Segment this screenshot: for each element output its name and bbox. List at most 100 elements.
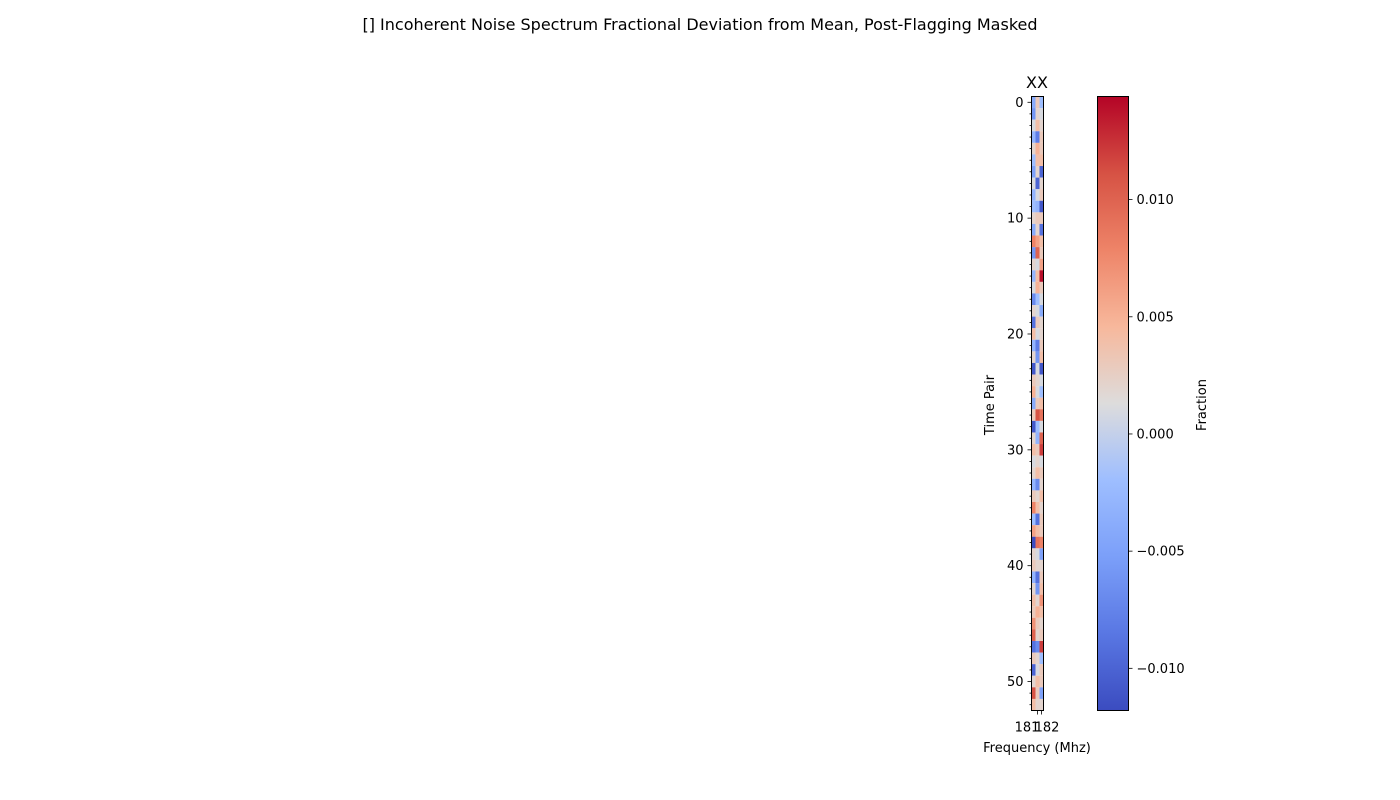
heatmap-cell: [1039, 698, 1044, 711]
heatmap-cell: [1039, 513, 1044, 526]
heatmap-cell: [1031, 501, 1036, 514]
heatmap-cell: [1031, 328, 1036, 340]
heatmap-cell: [1035, 96, 1040, 109]
heatmap-cell: [1039, 455, 1044, 468]
heatmap-cell: [1031, 362, 1036, 375]
heatmap-cell: [1031, 548, 1036, 560]
y-tick-label: 20: [1007, 327, 1024, 342]
heatmap-cell: [1031, 432, 1036, 445]
heatmap-cell: [1039, 108, 1044, 120]
heatmap-cell: [1031, 351, 1036, 364]
heatmap-cell: [1035, 490, 1040, 503]
heatmap-cell: [1039, 490, 1044, 503]
heatmap-cell: [1031, 189, 1036, 201]
heatmap-cell: [1031, 339, 1036, 352]
heatmap-cell: [1031, 166, 1036, 178]
heatmap-cell: [1039, 675, 1044, 688]
heatmap-cell: [1031, 96, 1036, 109]
heatmap-cell: [1035, 559, 1040, 572]
colorbar-label: Fraction: [1195, 379, 1210, 431]
heatmap-cell: [1039, 328, 1044, 340]
heatmap-cell: [1031, 235, 1036, 248]
heatmap-cell: [1035, 397, 1040, 410]
heatmap-cell: [1031, 258, 1036, 271]
heatmap-cell: [1039, 444, 1044, 456]
heatmap-cell: [1039, 281, 1044, 294]
heatmap-cell: [1031, 305, 1036, 317]
colorbar: [1097, 96, 1129, 711]
heatmap-cell: [1035, 293, 1040, 306]
heatmap-cell: [1039, 339, 1044, 352]
heatmap-cell: [1039, 386, 1044, 398]
heatmap-cell: [1031, 200, 1036, 213]
heatmap-cell: [1031, 154, 1036, 167]
heatmap-cell: [1031, 675, 1036, 688]
heatmap-cell: [1031, 652, 1036, 665]
heatmap-cell: [1035, 467, 1040, 479]
heatmap-cell: [1039, 374, 1044, 387]
heatmap-cell: [1039, 652, 1044, 665]
heatmap-cell: [1035, 583, 1040, 595]
x-tick-label: 182: [1035, 721, 1060, 736]
heatmap-cell: [1031, 478, 1036, 491]
heatmap-cell: [1035, 664, 1040, 676]
heatmap-cell: [1039, 548, 1044, 560]
heatmap-cell: [1039, 177, 1044, 190]
heatmap-cell: [1039, 235, 1044, 248]
heatmap-cell: [1031, 571, 1036, 584]
heatmap-cell: [1035, 212, 1040, 224]
heatmap-cell: [1039, 687, 1044, 699]
heatmap-cell: [1039, 247, 1044, 259]
heatmap-cell: [1031, 293, 1036, 306]
heatmap-cell: [1039, 166, 1044, 178]
heatmap-cell: [1031, 559, 1036, 572]
heatmap-cell: [1035, 351, 1040, 364]
heatmap-cell: [1031, 536, 1036, 549]
heatmap-cell: [1031, 270, 1036, 282]
colorbar-tick-label: 0.000: [1137, 427, 1174, 442]
heatmap-cell: [1031, 142, 1036, 155]
heatmap-cell: [1031, 490, 1036, 503]
colorbar-ticks: −0.010 −0.005 0.000 0.005 0.010: [1128, 193, 1185, 677]
heatmap-cell: [1039, 397, 1044, 410]
heatmap-cell: [1031, 131, 1036, 143]
heatmap-cell: [1031, 223, 1036, 236]
heatmap-cell: [1035, 687, 1040, 699]
heatmap-cell: [1035, 548, 1040, 560]
heatmap-cell: [1035, 640, 1040, 653]
heatmap-cell: [1035, 444, 1040, 456]
heatmap-cell: [1035, 316, 1040, 329]
heatmap-cell: [1039, 478, 1044, 491]
heatmap-cell: [1035, 386, 1040, 398]
heatmap-cell: [1035, 571, 1040, 584]
heatmap-cell: [1039, 96, 1044, 109]
heatmap-cell: [1039, 606, 1044, 618]
y-tick-label: 30: [1007, 443, 1024, 458]
heatmap-cell: [1035, 189, 1040, 201]
heatmap-cell: [1039, 525, 1044, 537]
heatmap-cell: [1031, 212, 1036, 224]
heatmap-cell: [1031, 444, 1036, 456]
heatmap-cells: [1031, 96, 1044, 711]
heatmap-cell: [1035, 154, 1040, 167]
heatmap-cell: [1035, 200, 1040, 213]
heatmap-cell: [1035, 501, 1040, 514]
heatmap-cell: [1039, 223, 1044, 236]
heatmap-cell: [1039, 142, 1044, 155]
heatmap-cell: [1039, 420, 1044, 433]
heatmap-cell: [1039, 594, 1044, 607]
heatmap-cell: [1035, 247, 1040, 259]
heatmap-cell: [1039, 351, 1044, 364]
heatmap-cell: [1035, 305, 1040, 317]
heatmap-cell: [1039, 583, 1044, 595]
heatmap-cell: [1039, 559, 1044, 572]
heatmap-cell: [1035, 166, 1040, 178]
colorbar-tick-label: 0.010: [1137, 193, 1174, 208]
heatmap-cell: [1035, 675, 1040, 688]
heatmap-cell: [1031, 119, 1036, 132]
heatmap-cell: [1035, 594, 1040, 607]
y-tick-label: 40: [1007, 559, 1024, 574]
heatmap-cell: [1039, 362, 1044, 375]
chart-title: [] Incoherent Noise Spectrum Fractional …: [362, 15, 1037, 34]
heatmap-cell: [1031, 606, 1036, 618]
